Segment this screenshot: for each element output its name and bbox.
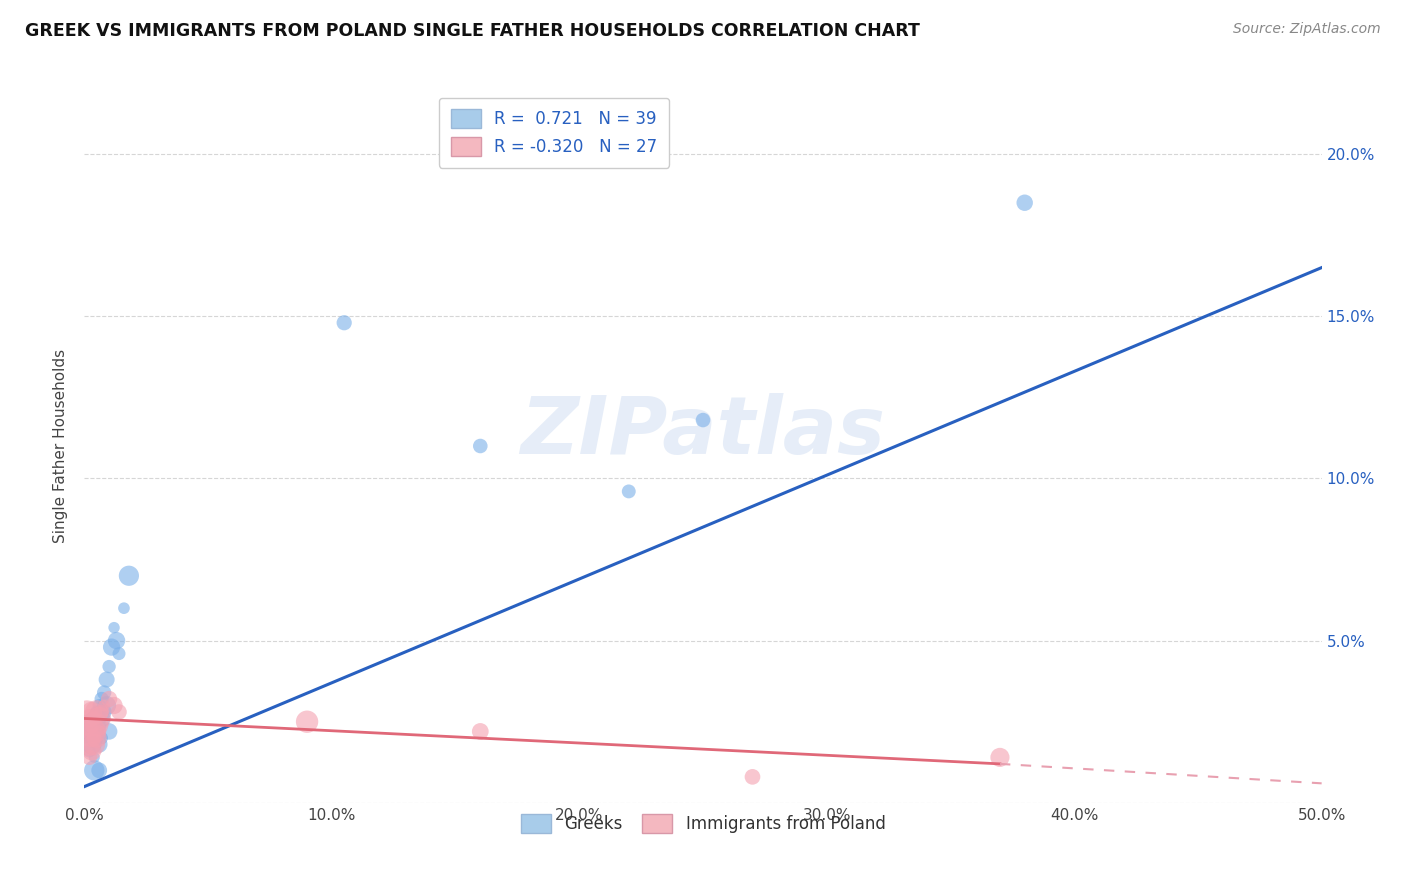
Point — [86, 724, 108, 739]
Point — [988, 750, 1011, 764]
Point — [79, 744, 101, 758]
Point — [80, 724, 103, 739]
Point — [98, 659, 121, 673]
Point — [80, 711, 103, 725]
Y-axis label: Single Father Households: Single Father Households — [53, 349, 69, 543]
Text: Source: ZipAtlas.com: Source: ZipAtlas.com — [1233, 22, 1381, 37]
Point — [83, 724, 105, 739]
Point — [90, 692, 112, 706]
Text: GREEK VS IMMIGRANTS FROM POLAND SINGLE FATHER HOUSEHOLDS CORRELATION CHART: GREEK VS IMMIGRANTS FROM POLAND SINGLE F… — [25, 22, 920, 40]
Point — [89, 738, 111, 752]
Point — [98, 692, 121, 706]
Point — [105, 633, 128, 648]
Point — [76, 705, 98, 719]
Point — [470, 439, 492, 453]
Point — [76, 718, 98, 732]
Point — [89, 724, 111, 739]
Point — [80, 718, 103, 732]
Point — [617, 484, 640, 499]
Point — [83, 711, 105, 725]
Point — [86, 731, 108, 745]
Point — [79, 731, 101, 745]
Point — [83, 731, 105, 745]
Point — [108, 705, 131, 719]
Point — [80, 731, 103, 745]
Point — [80, 705, 103, 719]
Point — [79, 711, 101, 725]
Point — [103, 621, 125, 635]
Point — [76, 724, 98, 739]
Point — [93, 685, 115, 699]
Point — [118, 568, 141, 582]
Point — [86, 705, 108, 719]
Point — [89, 698, 111, 713]
Point — [76, 718, 98, 732]
Point — [96, 673, 118, 687]
Point — [96, 698, 118, 713]
Point — [86, 711, 108, 725]
Point — [86, 705, 108, 719]
Point — [100, 640, 122, 654]
Point — [93, 698, 115, 713]
Point — [83, 750, 105, 764]
Point — [692, 413, 714, 427]
Point — [79, 750, 101, 764]
Point — [83, 714, 105, 729]
Point — [108, 647, 131, 661]
Point — [333, 316, 356, 330]
Point — [93, 705, 115, 719]
Point — [89, 718, 111, 732]
Point — [83, 764, 105, 778]
Point — [90, 705, 112, 719]
Point — [112, 601, 135, 615]
Point — [79, 724, 101, 739]
Point — [470, 724, 492, 739]
Point — [90, 731, 112, 745]
Point — [83, 738, 105, 752]
Point — [79, 738, 101, 752]
Text: ZIPatlas: ZIPatlas — [520, 392, 886, 471]
Point — [79, 714, 101, 729]
Point — [103, 698, 125, 713]
Point — [89, 764, 111, 778]
Legend: Greeks, Immigrants from Poland: Greeks, Immigrants from Poland — [509, 802, 897, 845]
Point — [90, 711, 112, 725]
Point — [741, 770, 763, 784]
Point — [1014, 195, 1036, 210]
Point — [295, 714, 318, 729]
Point — [80, 744, 103, 758]
Point — [80, 738, 103, 752]
Point — [98, 724, 121, 739]
Point — [89, 711, 111, 725]
Point — [86, 718, 108, 732]
